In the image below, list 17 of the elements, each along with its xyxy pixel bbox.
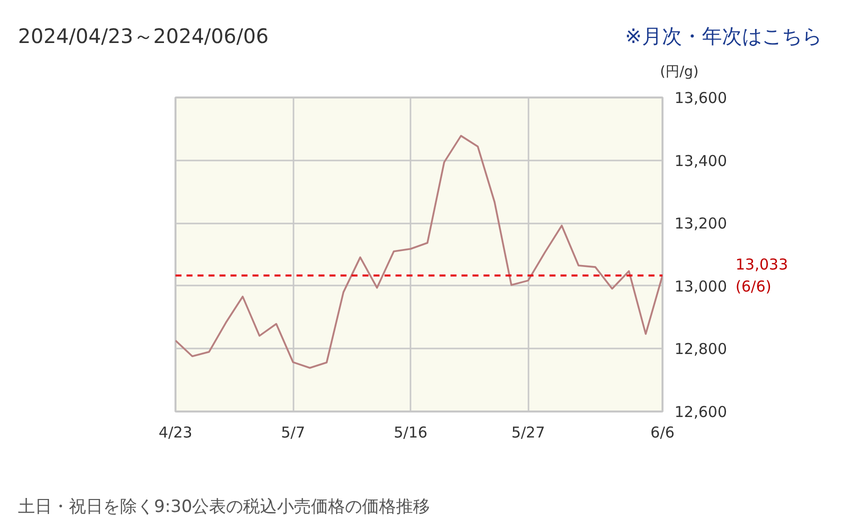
x-tick-label: 5/27 (511, 424, 545, 442)
y-tick-label: 12,600 (674, 403, 727, 421)
x-tick-label: 6/6 (650, 424, 675, 442)
x-tick-label: 5/16 (394, 424, 428, 442)
y-tick-label: 13,400 (674, 152, 727, 170)
text: ※月次・年次はこちら (625, 23, 822, 50)
text: 土日・祝日を除く9:30公表の税込小売価格の価格推移 (18, 496, 430, 519)
x-tick-label: 5/7 (280, 424, 306, 442)
y-tick-label: 13,000 (674, 277, 727, 296)
y-axis-title: (円/g) (660, 63, 699, 82)
y-tick-label: 13,200 (674, 214, 727, 233)
ref-line-label: 13,033 (6/6) (736, 256, 788, 296)
y-tick-label: 13,600 (674, 89, 727, 107)
x-tick-label: 4/23 (158, 424, 192, 442)
y-tick-label: 12,800 (674, 340, 727, 358)
chart-title: 2024/04/23～2024/06/06 (18, 23, 269, 50)
line-series (176, 134, 662, 369)
